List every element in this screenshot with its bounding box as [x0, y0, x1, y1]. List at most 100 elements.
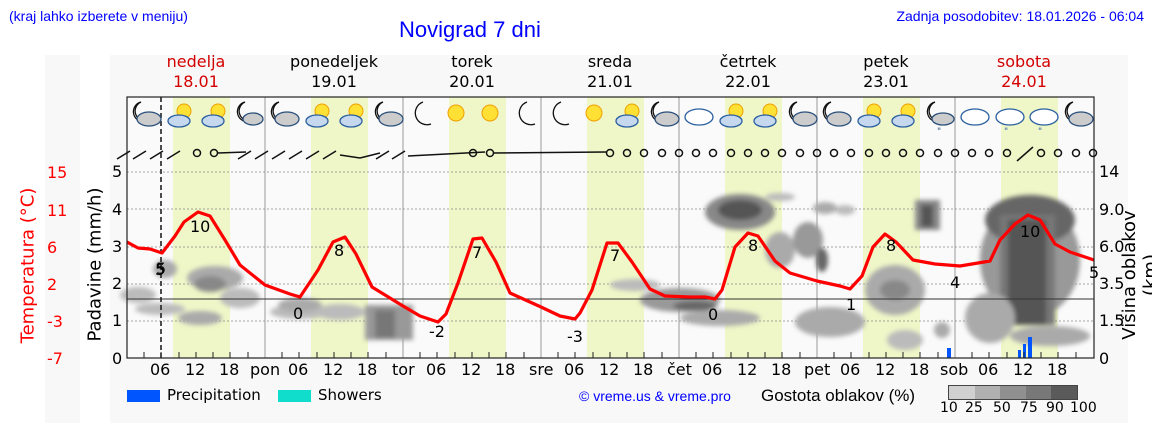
- x-tick: pet: [804, 360, 831, 379]
- temp-annotation: 1: [846, 295, 857, 314]
- x-tick: čet: [667, 360, 692, 379]
- temp-annotation: -2: [429, 322, 445, 341]
- temp-annotation: 10: [190, 217, 211, 236]
- moon-cloud-icon: [1064, 101, 1094, 127]
- moon-cloud-icon: [374, 101, 404, 127]
- cloud-icon: [684, 108, 714, 126]
- temperature-labels: 5: [156, 259, 166, 278]
- temp-annotation: 7: [610, 246, 621, 265]
- sun-cloud-icon: [857, 103, 882, 128]
- x-tick: 18: [219, 360, 240, 379]
- temp-annotation: 8: [748, 236, 759, 255]
- temp-annotation: -3: [567, 327, 583, 346]
- cloud-icon: [960, 108, 990, 126]
- x-tick: 18: [1047, 360, 1068, 379]
- temp-tick-2: 2: [47, 275, 58, 294]
- temperature-axis-panel: [45, 55, 80, 423]
- x-tick: 06: [288, 360, 309, 379]
- temp-tick-15: 15: [47, 163, 68, 182]
- moon-icon: [518, 101, 536, 126]
- day-header-1: ponedeljek 19.01: [290, 52, 378, 91]
- cloud-height-tick-0: 0: [1099, 349, 1110, 368]
- sun-icon: [481, 104, 499, 122]
- temp-tick-11: 11: [47, 201, 68, 220]
- precip-tick-0: 0: [112, 349, 123, 368]
- cloud-density-legend-title: Gostota oblakov (%): [761, 386, 916, 405]
- x-tick: 06: [702, 360, 723, 379]
- x-tick: 18: [357, 360, 378, 379]
- precip-tick-2: 2: [112, 274, 123, 293]
- temperature-line: [126, 210, 1095, 324]
- moon-cloud-icon: [270, 101, 300, 127]
- day-header-2: torek 20.01: [449, 52, 495, 91]
- day-headers: nedelja 18.01 ponedeljek 19.01 torek 20.01 …: [127, 52, 1094, 96]
- temp-annotation: 5: [155, 260, 166, 279]
- precipitation-bars: [947, 337, 1032, 358]
- moon-icon: [552, 101, 570, 126]
- x-tick: 12: [737, 360, 758, 379]
- cloud-drizzle-icon: ": [995, 108, 1025, 137]
- day-header-6: sobota 24.01: [996, 52, 1052, 91]
- showers-legend-label: Showers: [318, 386, 382, 404]
- sun-cloud-icon: [615, 103, 640, 128]
- moon-icon: [414, 101, 432, 126]
- x-tick: pon: [250, 360, 281, 379]
- cloud-height-tick-1-5: 1.5: [1099, 311, 1125, 330]
- cloud-height-tick-3-5: 3.5: [1099, 274, 1125, 293]
- weather-icons: " " ": [132, 101, 1094, 137]
- sun-cloud-icon: [305, 103, 330, 128]
- day-header-4: četrtek 22.01: [719, 52, 777, 91]
- day-header-5: petek 23.01: [863, 52, 909, 91]
- sun-cloud-icon: [167, 103, 192, 128]
- x-axis-ticks: [143, 352, 1077, 358]
- sun-cloud-icon: [891, 103, 916, 128]
- temp-tick-6: 6: [47, 238, 58, 257]
- temp-tick-m7: -7: [47, 349, 63, 368]
- x-tick: 18: [495, 360, 516, 379]
- moon-cloud-icon: [650, 101, 680, 127]
- page-title: Novigrad 7 dni: [399, 17, 541, 42]
- x-tick: 18: [771, 360, 792, 379]
- sun-icon: [585, 104, 603, 122]
- showers-swatch: [278, 390, 311, 402]
- x-tick: 06: [840, 360, 861, 379]
- precipitation-swatch: [127, 390, 160, 402]
- temp-tick-m3: -3: [47, 312, 63, 331]
- moon-cloud-icon: [822, 101, 852, 127]
- x-tick: 12: [185, 360, 206, 379]
- x-tick: 12: [461, 360, 482, 379]
- moon-cloud-icon: [788, 101, 818, 127]
- precip-tick-3: 3: [112, 237, 123, 256]
- copyright-link[interactable]: © vreme.us & vreme.pro: [579, 388, 731, 404]
- x-tick: 06: [564, 360, 585, 379]
- temp-annotation: 7: [472, 243, 483, 262]
- sun-cloud-icon: [753, 103, 778, 128]
- x-tick: 06: [978, 360, 999, 379]
- cloud-height-tick-14: 14: [1099, 162, 1120, 181]
- x-tick: 06: [426, 360, 447, 379]
- precip-tick-1: 1: [112, 311, 123, 330]
- x-tick: 12: [323, 360, 344, 379]
- precipitation-legend-label: Precipitation: [167, 386, 261, 404]
- last-update-text: Zadnja posodobitev: 18.01.2026 - 06:04: [896, 8, 1144, 24]
- day-header-0: nedelja 18.01: [166, 52, 226, 91]
- moon-cloud-drizzle-icon: ": [926, 101, 955, 137]
- moon-cloud-icon: [132, 101, 162, 127]
- svg-text:": ": [1004, 127, 1008, 137]
- temp-annotation: 8: [886, 236, 897, 255]
- cloud-density-scale: [948, 385, 1078, 400]
- temp-annotation: 5: [1089, 263, 1100, 282]
- sun-cloud-icon: [719, 103, 744, 128]
- wind-barbs: [116, 146, 1098, 162]
- sun-cloud-icon: [201, 103, 226, 128]
- x-tick: 12: [1013, 360, 1034, 379]
- cloud-drizzle-icon: ": [1029, 108, 1059, 137]
- x-tick: 18: [633, 360, 654, 379]
- x-tick: sre: [529, 360, 554, 379]
- region-hint-link[interactable]: (kraj lahko izberete v meniju): [9, 8, 188, 24]
- day-header-3: sreda 21.01: [587, 52, 633, 91]
- x-tick: tor: [392, 360, 415, 379]
- cloud-height-tick-6: 6.0: [1099, 237, 1125, 256]
- x-tick: 12: [599, 360, 620, 379]
